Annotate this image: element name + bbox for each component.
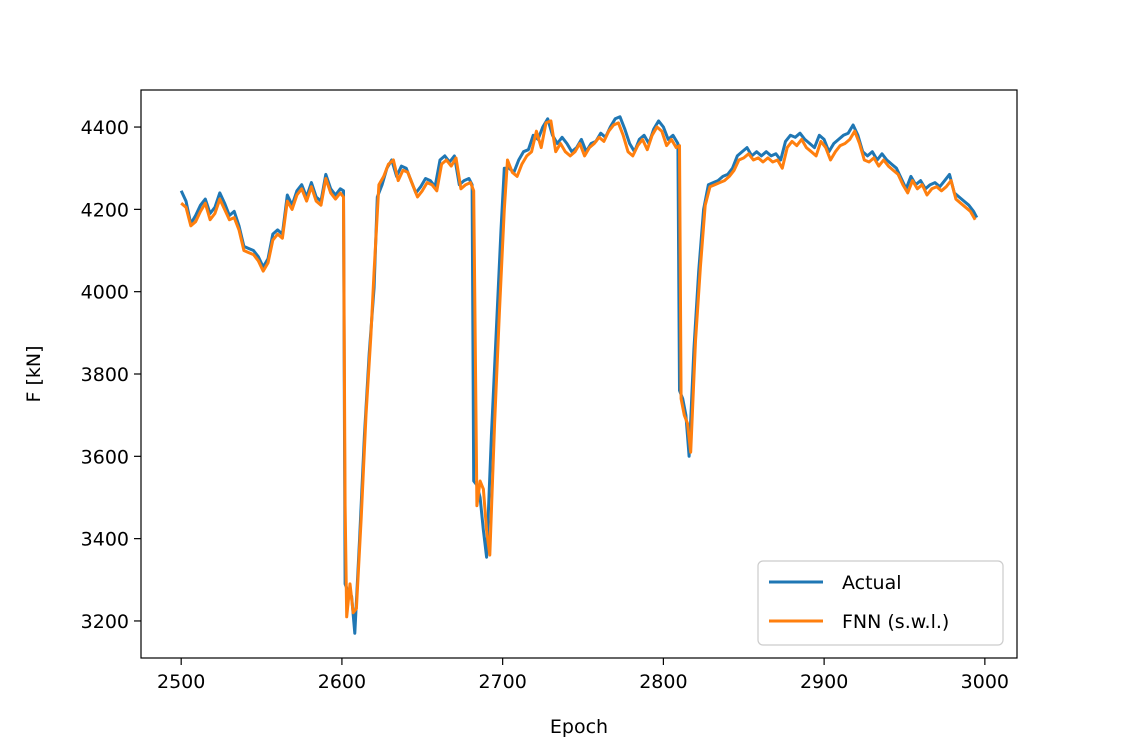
series-line-actual (179, 115, 979, 635)
x-tick-label: 2700 (478, 671, 526, 693)
x-tick-label: 2800 (639, 671, 687, 693)
y-axis-label: F [kN] (23, 345, 45, 402)
series-line-fnn (180, 119, 977, 619)
y-tick-label: 3400 (81, 529, 129, 551)
y-tick-label: 3800 (81, 364, 129, 386)
y-tick-label: 3200 (81, 611, 129, 633)
y-axis: 3200 3400 3600 3800 4000 4200 4400 (81, 117, 141, 633)
x-tick-label: 3000 (961, 671, 1009, 693)
y-tick-label: 4200 (81, 199, 129, 221)
x-tick-label: 2500 (157, 671, 205, 693)
plot-lines (179, 115, 979, 635)
x-axis: 2500 2600 2700 2800 2900 3000 (157, 658, 1009, 693)
legend-label-fnn: FNN (s.w.l.) (842, 611, 949, 633)
x-axis-label: Epoch (550, 716, 608, 738)
x-tick-label: 2900 (800, 671, 848, 693)
y-tick-label: 3600 (81, 446, 129, 468)
legend: Actual FNN (s.w.l.) (757, 560, 1004, 646)
y-tick-label: 4400 (81, 117, 129, 139)
legend-label-actual: Actual (842, 572, 902, 594)
y-tick-label: 4000 (81, 282, 129, 304)
x-tick-label: 2600 (318, 671, 366, 693)
